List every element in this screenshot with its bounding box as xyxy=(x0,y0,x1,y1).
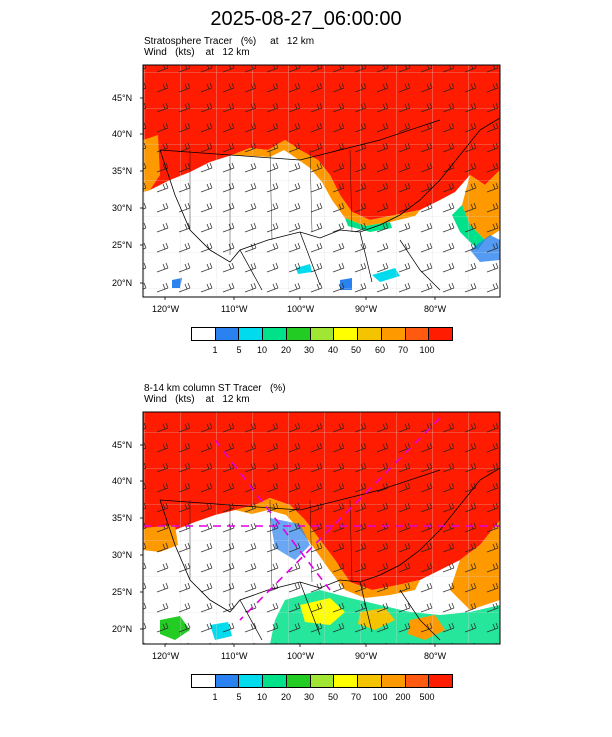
colorbar-swatch xyxy=(286,675,311,687)
panel2-frame xyxy=(142,411,501,645)
panel2-colorbar-label: 500 xyxy=(419,692,435,702)
panel2-lon-label: 120°W xyxy=(152,651,180,661)
colorbar-swatch xyxy=(429,675,453,687)
panel2-lat-label: 35°N xyxy=(112,513,133,523)
panel2-colorbar-label: 10 xyxy=(256,692,267,702)
panel1-colorbar xyxy=(191,327,453,341)
colorbar-swatch xyxy=(263,328,287,340)
panel1-colorbar-label: 30 xyxy=(303,345,314,355)
colorbar-swatch xyxy=(263,675,287,687)
panel1-subtitle: Wind (kts) at 12 km xyxy=(144,47,250,58)
colorbar-swatch xyxy=(310,675,335,687)
panel1-colorbar-label: 10 xyxy=(256,345,267,355)
panel2-lat-label: 40°N xyxy=(112,476,133,486)
panel1-colorbar-label: 20 xyxy=(280,345,291,355)
colorbar-swatch xyxy=(381,328,406,340)
colorbar-swatch xyxy=(334,675,359,687)
panel1-lat-label: 25°N xyxy=(112,240,133,250)
panel2-lat-label: 20°N xyxy=(112,624,133,634)
panel1-lat-label: 20°N xyxy=(112,278,133,288)
panel1-colorbar-label: 100 xyxy=(419,345,435,355)
panel1-colorbar-label: 5 xyxy=(236,345,242,355)
colorbar-swatch xyxy=(215,328,240,340)
colorbar-swatch xyxy=(192,328,216,340)
panel2-colorbar-label: 70 xyxy=(350,692,361,702)
panel1-lon-label: 120°W xyxy=(152,304,180,314)
panel2-magenta-dashed-diagonal-2 xyxy=(239,417,441,621)
panel1-lat-label: 30°N xyxy=(112,203,133,213)
panel2-colorbar-label: 50 xyxy=(327,692,338,702)
panel1-lon-label: 110°W xyxy=(221,304,248,314)
panel2-lat-label: 25°N xyxy=(112,587,133,597)
panel2-map xyxy=(143,412,500,644)
colorbar-swatch xyxy=(215,675,240,687)
panel1-lon-label: 90°W xyxy=(355,304,378,314)
panel2-colorbar-label: 1 xyxy=(212,692,218,702)
colorbar-swatch xyxy=(358,328,382,340)
colorbar-swatch xyxy=(192,675,216,687)
panel2-subtitle: Wind (kts) at 12 km xyxy=(144,394,250,405)
panel2-colorbar-label: 200 xyxy=(395,692,411,702)
panel2-title: 8-14 km column ST Tracer (%) xyxy=(144,383,286,394)
panel1-colorbar-label: 40 xyxy=(327,345,338,355)
panel1-lat-label: 45°N xyxy=(112,93,133,103)
panel1-map xyxy=(143,65,500,297)
panel2-lat-label: 30°N xyxy=(112,550,133,560)
panel2-colorbar-label: 100 xyxy=(372,692,388,702)
panel1-colorbar-label: 50 xyxy=(350,345,361,355)
panel1-lat-label: 40°N xyxy=(112,129,133,139)
panel2-lon-label: 110°W xyxy=(221,651,248,661)
panel1-lat-label: 35°N xyxy=(112,166,133,176)
panel1-colorbar-label: 60 xyxy=(374,345,385,355)
panel2-colorbar-label: 30 xyxy=(303,692,314,702)
panel2-colorbar-label: 20 xyxy=(280,692,291,702)
colorbar-swatch xyxy=(405,675,430,687)
panel2-colorbar xyxy=(191,674,453,688)
colorbar-swatch xyxy=(381,675,406,687)
panel2-lat-label: 45°N xyxy=(112,440,133,450)
panel1-frame xyxy=(142,64,501,298)
panel1-title: Stratosphere Tracer (%) at 12 km xyxy=(144,36,315,47)
panel2-lon-label: 90°W xyxy=(355,651,378,661)
colorbar-swatch xyxy=(405,328,430,340)
colorbar-swatch xyxy=(310,328,335,340)
colorbar-swatch xyxy=(286,328,311,340)
panel1-lon-label: 100°W xyxy=(287,304,315,314)
panel1-lon-label: 80°W xyxy=(424,304,447,314)
colorbar-swatch xyxy=(358,675,382,687)
panel2-colorbar-label: 5 xyxy=(236,692,242,702)
panel2-lon-label: 100°W xyxy=(287,651,315,661)
colorbar-swatch xyxy=(239,328,264,340)
panel2-lon-label: 80°W xyxy=(424,651,447,661)
panel1-colorbar-label: 70 xyxy=(397,345,408,355)
colorbar-swatch xyxy=(334,328,359,340)
colorbar-swatch xyxy=(429,328,453,340)
panel1-colorbar-label: 1 xyxy=(212,345,218,355)
panel2-magenta-dashed-diagonal-1 xyxy=(214,439,331,591)
colorbar-swatch xyxy=(239,675,264,687)
figure-title: 2025-08-27_06:00:00 xyxy=(210,8,402,30)
